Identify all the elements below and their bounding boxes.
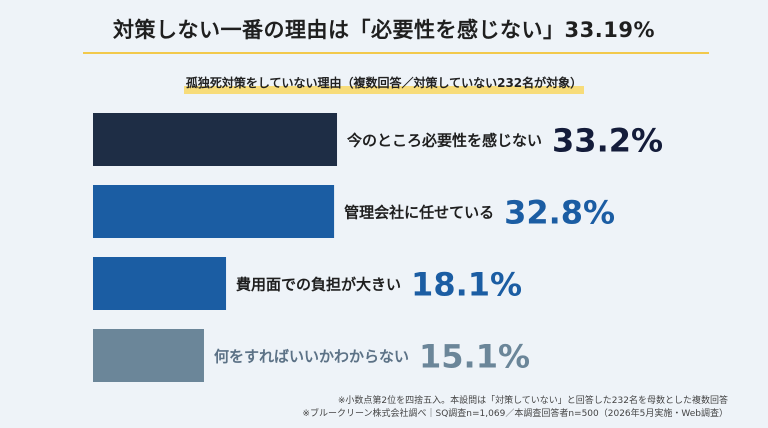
value-label-3: 18.1% bbox=[411, 266, 522, 304]
bar-2 bbox=[93, 185, 335, 238]
bar-4 bbox=[93, 329, 204, 382]
chart-subtitle: 孤独死対策をしていない理由（複数回答／対策していない232名が対象） bbox=[183, 73, 585, 94]
footnote-source: ※ブルークリーン株式会社調べ｜SQ調査n=1,069／本調査回答者n=500（2… bbox=[302, 409, 728, 419]
category-label-1: 今のところ必要性を感じない bbox=[346, 132, 542, 150]
bar-1 bbox=[93, 113, 338, 166]
value-label-4: 15.1% bbox=[419, 338, 530, 376]
category-label-3: 費用面での負担が大きい bbox=[236, 276, 401, 294]
chart-title: 対策しない一番の理由は「必要性を感じない」33.19% bbox=[113, 18, 655, 42]
category-label-2: 管理会社に任せている bbox=[344, 204, 494, 222]
title-underline bbox=[83, 52, 709, 54]
value-label-2: 32.8% bbox=[504, 194, 615, 232]
footnote-rounding: ※小数点第2位を四捨五入。本設問は「対策していない」と回答した232名を母数とし… bbox=[337, 396, 728, 406]
bar-3 bbox=[93, 257, 227, 310]
bar-chart: 今のところ必要性を感じない 33.2% 管理会社に任せている 32.8% 費用面での負担… bbox=[93, 113, 663, 382]
category-label-4: 何をすればいいかわからない bbox=[214, 348, 409, 366]
value-label-1: 33.2% bbox=[552, 122, 663, 160]
